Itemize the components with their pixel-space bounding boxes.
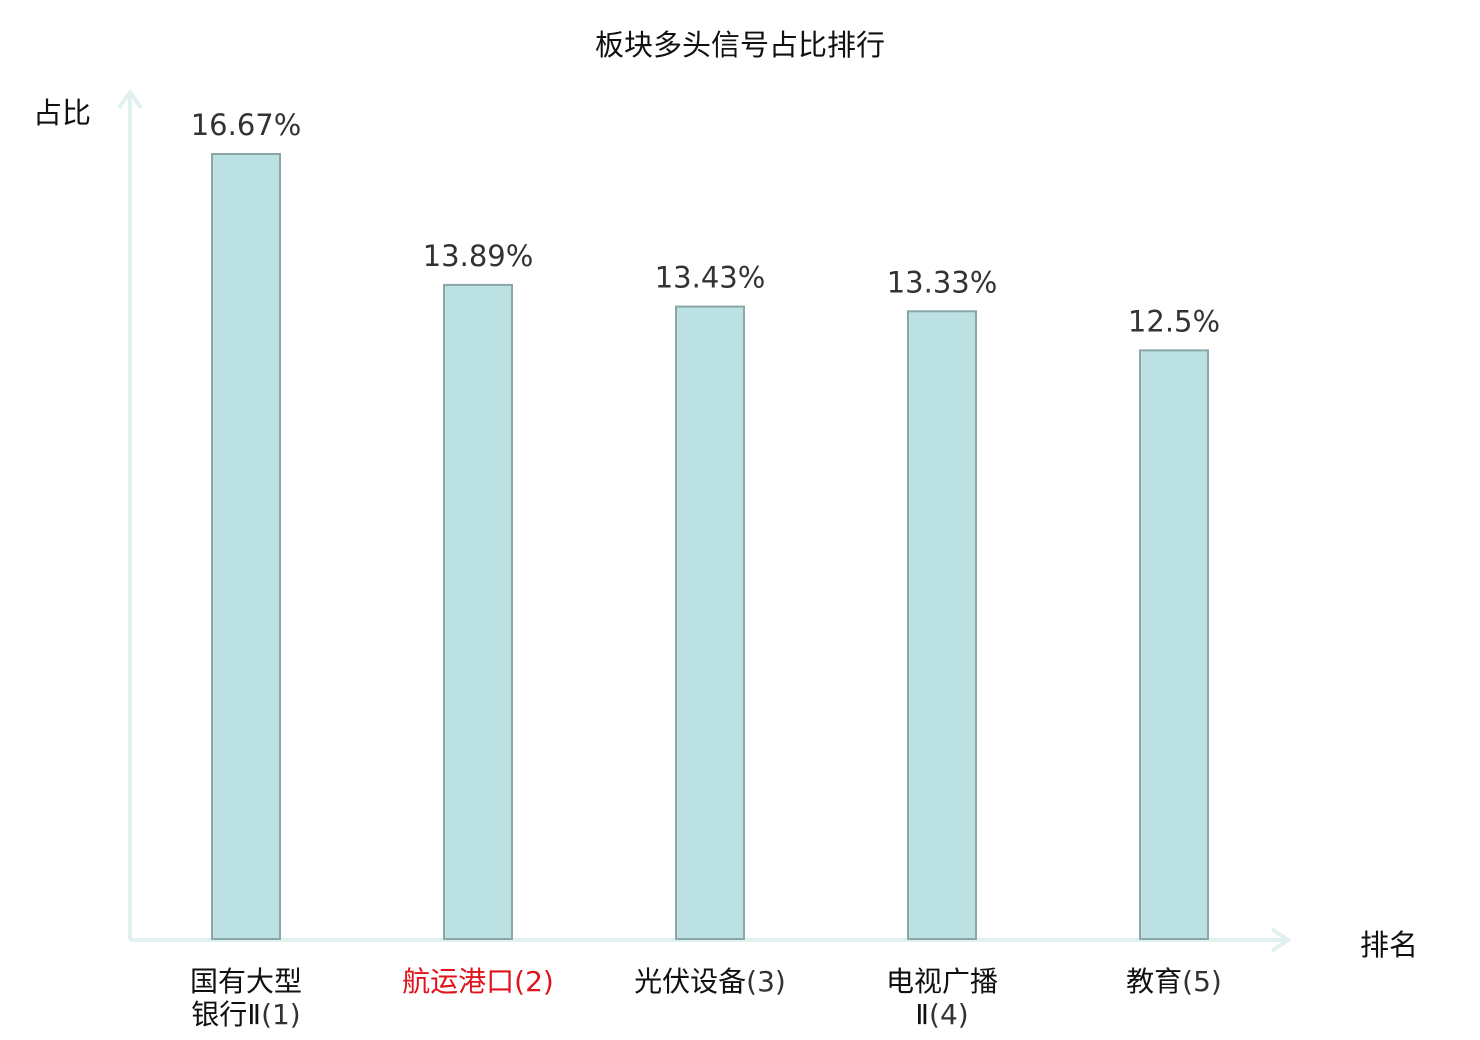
bar-1 (211, 153, 281, 940)
category-rank: (1) (261, 998, 301, 1031)
category-rank: (3) (746, 965, 786, 998)
bars-group (211, 153, 1209, 940)
category-rank: (4) (929, 998, 969, 1031)
bar-4 (907, 310, 977, 940)
y-axis-arrow (117, 88, 143, 110)
category-name-suffix: Ⅱ (915, 998, 930, 1031)
value-label-2: 13.89% (423, 239, 534, 273)
bar-3 (675, 305, 745, 940)
y-axis-label: 占比 (33, 96, 92, 130)
category-label-1: 国有大型 银行Ⅱ(1) (136, 965, 356, 1031)
category-rank: (5) (1182, 965, 1222, 998)
category-label-2: 航运港口(2) (368, 965, 588, 998)
value-label-5: 12.5% (1128, 304, 1220, 338)
category-name: 航运港口 (402, 965, 515, 998)
value-label-4: 13.33% (887, 265, 998, 299)
x-axis-label: 排名 (1360, 928, 1419, 962)
category-label-3: 光伏设备(3) (600, 965, 820, 998)
category-label-5: 教育(5) (1064, 965, 1284, 998)
category-rank: (2) (514, 965, 554, 998)
category-name: 国有大型 (189, 965, 302, 998)
category-name-suffix: 银行Ⅱ (191, 998, 262, 1031)
category-name: 教育 (1126, 965, 1183, 998)
value-label-1: 16.67% (191, 108, 302, 142)
bar-2 (443, 283, 513, 940)
x-axis-arrow (1270, 927, 1292, 953)
value-labels-group: 16.67% 13.89% 13.43% 13.33% 12.5% (191, 108, 1220, 338)
chart-title: 板块多头信号占比排行 (594, 28, 885, 62)
category-name: 光伏设备 (634, 965, 747, 998)
category-label-4: 电视广播 Ⅱ(4) (832, 965, 1052, 1031)
value-label-3: 13.43% (655, 261, 766, 295)
bar-5 (1139, 349, 1209, 940)
category-name: 电视广播 (885, 965, 998, 998)
